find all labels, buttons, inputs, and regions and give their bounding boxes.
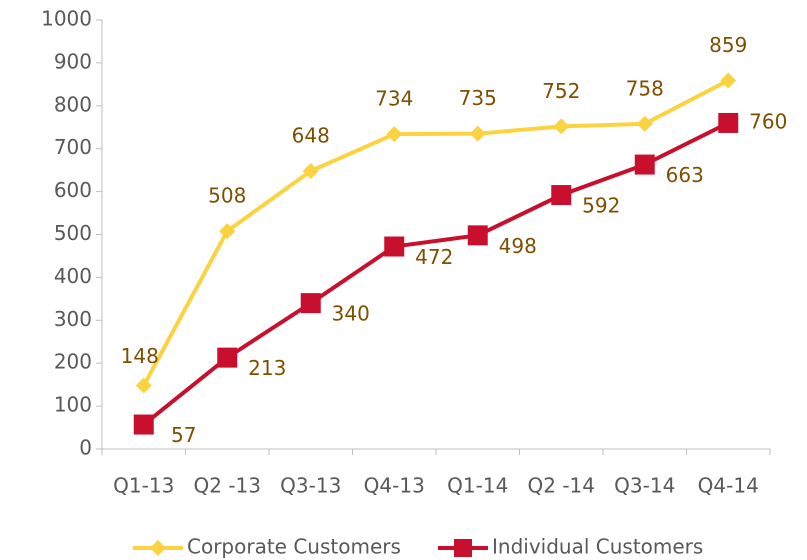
point [454,539,472,557]
point [718,112,739,133]
point [553,118,570,135]
data-label: 648 [292,124,330,148]
x-tick-label: Q3-13 [280,474,341,498]
data-label: 148 [121,344,159,368]
point [720,72,737,89]
data-label: 57 [171,423,196,447]
x-tick-label: Q1-13 [113,474,174,498]
y-tick-label: 100 [54,393,92,417]
y-tick-label: 800 [54,92,92,116]
point [217,347,238,368]
point [219,223,236,240]
point [636,115,653,132]
data-label: 752 [542,79,580,103]
point [467,225,488,246]
data-label: 663 [666,163,704,187]
data-label: 760 [749,109,787,133]
y-tick-label: 300 [54,307,92,331]
x-tick-label: Q4-14 [698,474,759,498]
y-tick-label: 1000 [41,7,92,31]
point [133,414,154,435]
y-tick-label: 200 [54,350,92,374]
point [551,185,572,206]
y-tick-label: 700 [54,135,92,159]
y-tick-label: 500 [54,221,92,245]
x-tick-label: Q2 -14 [528,474,596,498]
point [135,377,152,394]
x-tick-label: Q3-14 [614,474,675,498]
data-label: 498 [499,234,537,258]
data-label: 735 [459,86,497,110]
y-tick-label: 900 [54,49,92,73]
data-label: 340 [332,302,370,326]
data-label: 859 [709,33,747,57]
y-tick-label: 0 [79,436,92,460]
data-label: 734 [375,87,413,111]
data-label: 213 [248,356,286,380]
point [150,540,166,556]
point [300,293,321,314]
x-tick-label: Q4-13 [364,474,425,498]
data-label: 472 [415,245,453,269]
point [302,163,319,180]
legend-label: Corporate Customers [187,535,401,559]
x-tick-label: Q2 -13 [194,474,262,498]
data-label: 592 [582,194,620,218]
point [384,236,405,257]
y-tick-label: 600 [54,178,92,202]
series-line [142,121,730,427]
x-tick-label: Q1-14 [447,474,508,498]
point [469,125,486,142]
point [634,154,655,175]
legend-label: Individual Customers [492,535,703,559]
point [386,126,403,143]
data-label: 758 [626,76,664,100]
series-line [141,78,730,387]
data-label: 508 [208,184,246,208]
y-tick-label: 400 [54,264,92,288]
